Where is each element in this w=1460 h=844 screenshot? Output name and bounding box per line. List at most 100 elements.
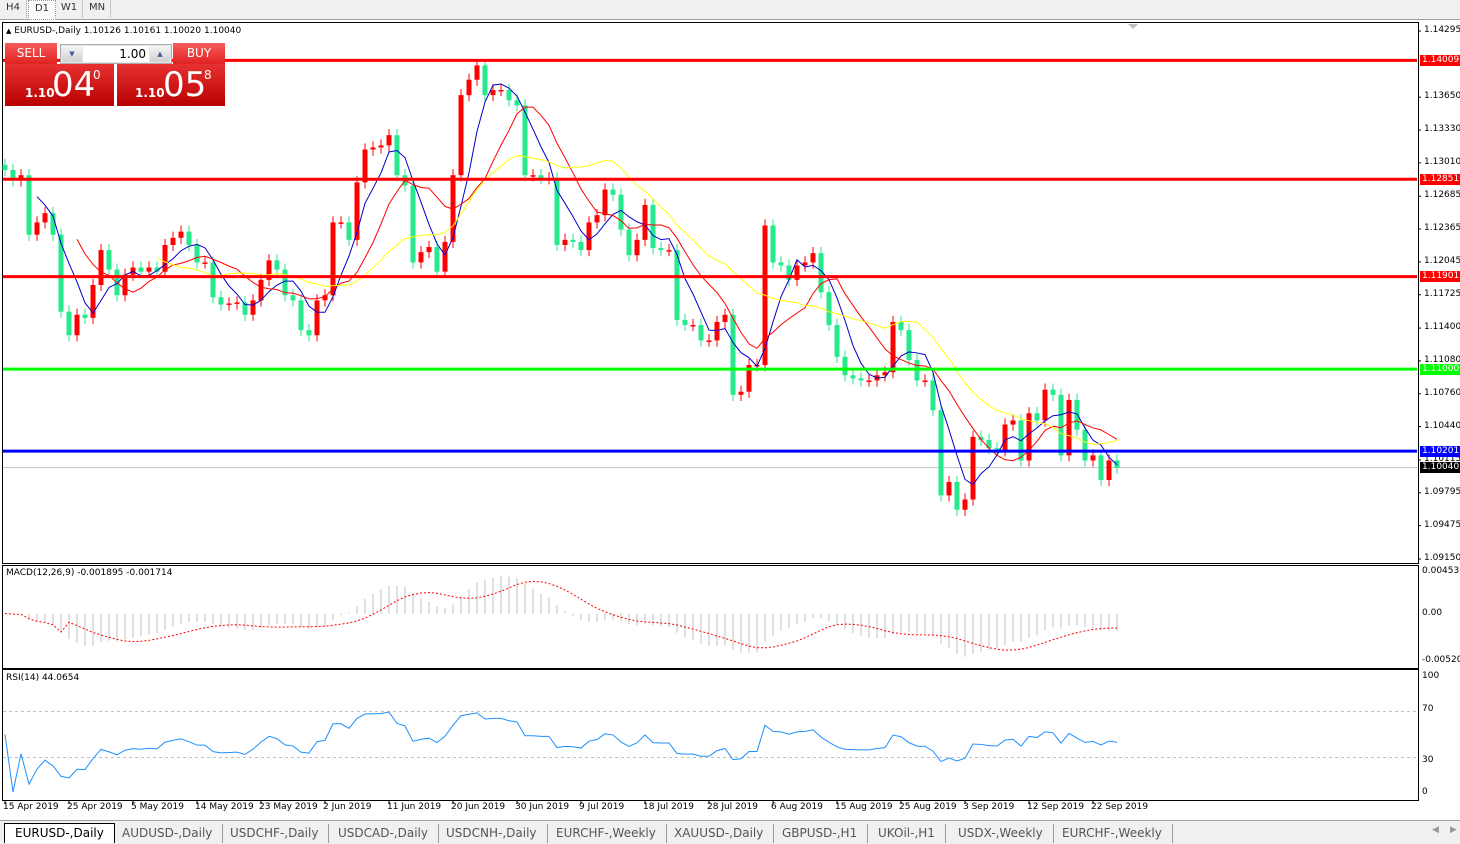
bearish-candle <box>778 262 784 266</box>
bullish-candle <box>738 391 744 395</box>
buy-price[interactable]: 1.10 05 8 <box>117 64 225 106</box>
bearish-candle <box>154 267 160 272</box>
chart-tab[interactable]: EURCHF-,Weekly <box>1052 824 1173 843</box>
bearish-candle <box>618 194 624 230</box>
bearish-candle <box>506 90 512 101</box>
bearish-candle <box>858 378 864 381</box>
bearish-candle <box>818 253 824 293</box>
bearish-candle <box>994 448 1000 451</box>
bullish-candle <box>330 222 336 296</box>
bullish-candle <box>362 149 368 183</box>
bullish-candle <box>386 135 392 146</box>
bullish-candle <box>34 222 40 235</box>
date-axis-label: 20 Jun 2019 <box>451 802 506 812</box>
bearish-candle <box>978 436 984 440</box>
scroll-right-icon[interactable]: ▶ <box>1450 825 1457 835</box>
lot-size-field: ▼ 1.00 ▲ <box>60 44 172 64</box>
price-axis-tick: 1.14295 <box>1424 25 1460 35</box>
timeframe-mn[interactable]: MN <box>84 0 111 18</box>
bullish-candle <box>970 436 976 500</box>
ma-slow-line <box>156 154 1118 445</box>
chart-tab[interactable]: UKOil-,H1 <box>868 824 946 843</box>
bullish-candle <box>266 260 272 280</box>
chart-tab[interactable]: EURCHF-,Weekly <box>546 824 667 843</box>
bearish-candle <box>786 265 792 280</box>
sell-price-pips: 04 <box>52 65 96 105</box>
date-axis-label: 22 Sep 2019 <box>1091 802 1149 812</box>
price-axis-tick: 1.12045 <box>1424 255 1460 266</box>
bullish-candle <box>234 302 240 304</box>
bullish-candle <box>594 215 600 223</box>
rsi-label: RSI(14) 44.0654 <box>6 673 80 683</box>
macd-panel[interactable] <box>2 565 1419 669</box>
date-axis-label: 15 Aug 2019 <box>835 802 893 812</box>
lot-size-input[interactable]: 1.00 <box>83 46 149 62</box>
bullish-candle <box>602 189 608 216</box>
bearish-candle <box>242 302 248 315</box>
sell-button[interactable]: SELL <box>5 43 57 64</box>
chart-tab[interactable]: EURUSD-,Daily <box>4 823 115 843</box>
bearish-candle <box>106 250 112 270</box>
chart-canvas[interactable] <box>0 0 1460 820</box>
bullish-candle <box>458 95 464 176</box>
date-axis-label: 15 Apr 2019 <box>3 802 59 812</box>
bullish-candle <box>42 213 48 223</box>
rsi-panel[interactable] <box>2 669 1419 801</box>
bullish-candle <box>1106 460 1112 480</box>
date-axis-label: 25 Aug 2019 <box>899 802 957 812</box>
price-axis-tick: 1.09795 <box>1424 486 1460 497</box>
date-axis-label: 11 Jun 2019 <box>387 802 442 812</box>
rsi-axis-30: 30 <box>1422 755 1434 765</box>
chart-tab[interactable]: XAUUSD-,Daily <box>664 824 775 843</box>
bullish-candle <box>946 482 952 496</box>
bullish-candle <box>202 262 208 264</box>
bearish-candle <box>482 65 488 96</box>
bearish-candle <box>1050 389 1056 395</box>
bullish-candle <box>258 279 264 301</box>
bullish-candle <box>706 340 712 342</box>
timeframe-w1[interactable]: W1 <box>56 0 83 18</box>
chart-tab[interactable]: GBPUSD-,H1 <box>772 824 869 843</box>
price-axis-tick: 1.10440 <box>1424 420 1460 431</box>
date-axis-label: 9 Jul 2019 <box>579 802 625 812</box>
bullish-candle <box>426 247 432 253</box>
bullish-candle <box>962 499 968 510</box>
rsi-line <box>4 711 1118 793</box>
bullish-candle <box>490 90 496 96</box>
chart-title-text: EURUSD-,Daily 1.10126 1.10161 1.10020 1.… <box>14 26 242 36</box>
macd-label: MACD(12,26,9) -0.001895 -0.001714 <box>6 568 173 578</box>
bullish-candle <box>802 262 808 266</box>
bullish-candle <box>1002 424 1008 451</box>
bullish-candle <box>794 265 800 280</box>
collapse-triangle-icon[interactable]: ▲ <box>6 27 12 35</box>
chart-tab[interactable]: USDCNH-,Daily <box>436 824 548 843</box>
price-axis-tick: 1.11080 <box>1424 354 1460 365</box>
price-axis-tick: 1.12365 <box>1424 223 1460 234</box>
buy-button[interactable]: BUY <box>173 43 225 64</box>
timeframe-h4[interactable]: H4 <box>0 0 27 18</box>
chart-tab[interactable]: USDCAD-,Daily <box>328 824 439 843</box>
bullish-candle <box>146 267 152 272</box>
price-axis-tick: 1.10115 <box>1424 453 1460 464</box>
bearish-candle <box>1098 455 1104 480</box>
bearish-candle <box>538 175 544 179</box>
sell-price[interactable]: 1.10 04 0 <box>5 64 114 106</box>
lot-decrease-button[interactable]: ▼ <box>62 46 82 62</box>
chart-tab[interactable]: USDX-,Weekly <box>948 824 1054 843</box>
main-chart-panel[interactable] <box>2 22 1419 564</box>
bullish-candle <box>722 314 728 322</box>
chart-tab[interactable]: USDCHF-,Daily <box>220 824 330 843</box>
chart-tab[interactable]: AUDUSD-,Daily <box>112 824 224 843</box>
level-price-tag: 1.11901 <box>1420 271 1460 283</box>
scroll-left-icon[interactable]: ◀ <box>1432 825 1439 835</box>
level-price-tag: 1.10201 <box>1420 445 1460 457</box>
bearish-candle <box>274 260 280 270</box>
bearish-candle <box>2 164 8 171</box>
date-axis-label: 30 Jun 2019 <box>515 802 570 812</box>
date-axis-label: 14 May 2019 <box>195 802 254 812</box>
timeframe-d1[interactable]: D1 <box>28 0 56 20</box>
bullish-candle <box>690 325 696 327</box>
bullish-candle <box>450 175 456 242</box>
lot-increase-button[interactable]: ▲ <box>150 46 170 62</box>
bullish-candle <box>746 365 752 392</box>
